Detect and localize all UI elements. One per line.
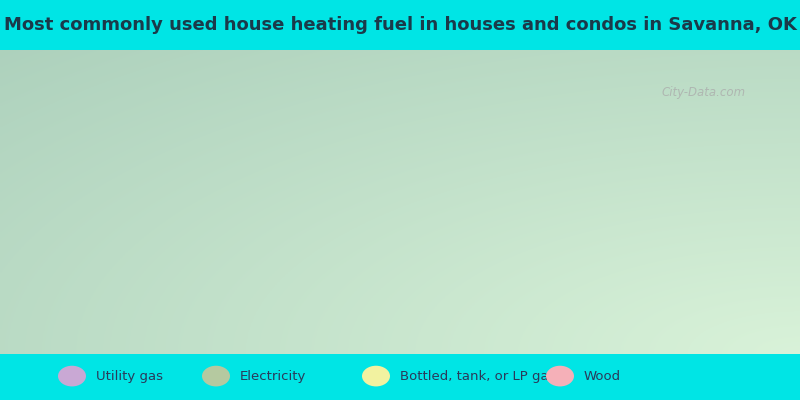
Text: Wood: Wood xyxy=(584,370,621,382)
Ellipse shape xyxy=(362,366,390,386)
Wedge shape xyxy=(474,202,570,268)
Ellipse shape xyxy=(546,366,574,386)
Text: City-Data.com: City-Data.com xyxy=(662,86,746,100)
Text: Electricity: Electricity xyxy=(240,370,306,382)
Wedge shape xyxy=(483,254,572,281)
Ellipse shape xyxy=(58,366,86,386)
Wedge shape xyxy=(413,111,553,242)
Ellipse shape xyxy=(202,366,230,386)
Text: Bottled, tank, or LP gas: Bottled, tank, or LP gas xyxy=(400,370,555,382)
Wedge shape xyxy=(228,109,427,281)
Text: Utility gas: Utility gas xyxy=(96,370,163,382)
Text: Most commonly used house heating fuel in houses and condos in Savanna, OK: Most commonly used house heating fuel in… xyxy=(3,16,797,34)
